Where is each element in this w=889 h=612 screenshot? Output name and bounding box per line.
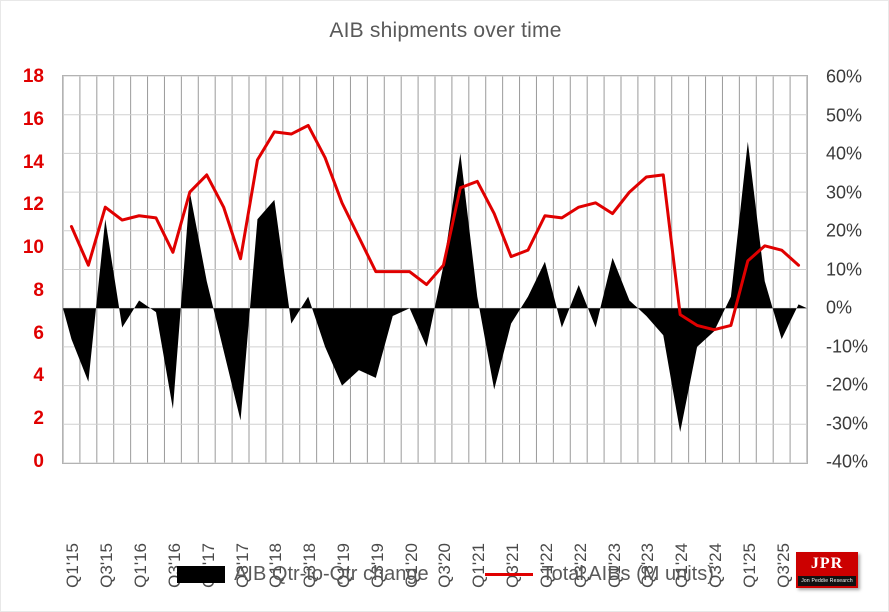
right-axis-tick: 60% [826, 66, 863, 87]
chart-title: AIB shipments over time [329, 19, 562, 42]
right-axis-tick: 10% [826, 259, 863, 279]
red-line-swatch-icon [484, 572, 533, 576]
left-axis-tick: 6 [33, 322, 44, 344]
left-axis-tick: 16 [22, 108, 44, 130]
left-axis-tick: 14 [22, 151, 44, 173]
series-line-total-aibs [69, 123, 801, 332]
left-axis-tick: 10 [22, 237, 44, 259]
jpr-logo-text: JPR [810, 555, 844, 572]
right-axis-tick: -30% [826, 413, 869, 433]
left-axis-tick: 0 [33, 451, 44, 472]
left-axis-tick: 4 [33, 365, 44, 387]
chart-legend: AIB Qtr-to-Qtr change Total AIBs (M unit… [1, 557, 889, 591]
right-percent-axis: -40% -30% -20% -10% 0% 10% 20% 30% 40% 50% 60% [816, 67, 889, 472]
right-axis-tick: 40% [826, 143, 863, 164]
legend-label-total-aibs: Total AIBs (M units) [541, 562, 714, 585]
black-area-swatch-icon [177, 565, 226, 583]
right-axis-tick: 20% [826, 220, 863, 241]
right-axis-tick: -10% [826, 336, 869, 356]
left-axis-tick: 12 [22, 194, 44, 216]
right-axis-tick: -20% [826, 374, 869, 395]
left-axis-tick: 18 [22, 66, 44, 87]
left-axis-tick: 8 [33, 279, 44, 301]
legend-item-qtr-change[interactable]: AIB Qtr-to-Qtr change [177, 563, 429, 586]
right-axis-tick: 0% [826, 297, 853, 318]
right-axis-tick: 30% [826, 182, 863, 202]
left-axis-tick: 2 [33, 408, 44, 430]
left-value-axis: 0 2 4 6 8 10 12 14 16 18 [1, 66, 53, 472]
plot-area [62, 75, 808, 464]
jpr-logo: JPR Jon Peddie Research [796, 552, 858, 588]
right-axis-tick: 50% [826, 105, 863, 125]
x-axis-labels: Q1'15Q3'15Q1'16Q3'16Q1'17Q3'17Q1'18Q3'18… [62, 467, 808, 588]
legend-item-total-aibs[interactable]: Total AIBs (M units) [484, 562, 714, 586]
right-axis-tick: -40% [826, 451, 869, 472]
jpr-logo-subtitle: Jon Peddie Research [798, 576, 856, 586]
legend-label-qtr-change: AIB Qtr-to-Qtr change [234, 562, 429, 585]
plot-svg [63, 76, 807, 463]
